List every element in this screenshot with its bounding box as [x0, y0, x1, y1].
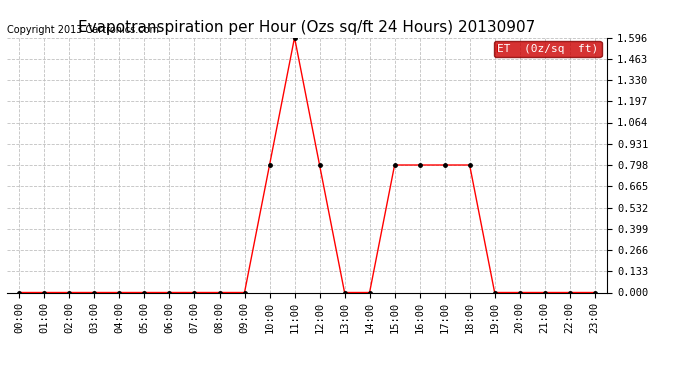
- Text: Copyright 2013 Cartronics.com: Copyright 2013 Cartronics.com: [7, 25, 159, 35]
- Title: Evapotranspiration per Hour (Ozs sq/ft 24 Hours) 20130907: Evapotranspiration per Hour (Ozs sq/ft 2…: [79, 20, 535, 35]
- Legend: ET  (0z/sq  ft): ET (0z/sq ft): [494, 40, 602, 57]
